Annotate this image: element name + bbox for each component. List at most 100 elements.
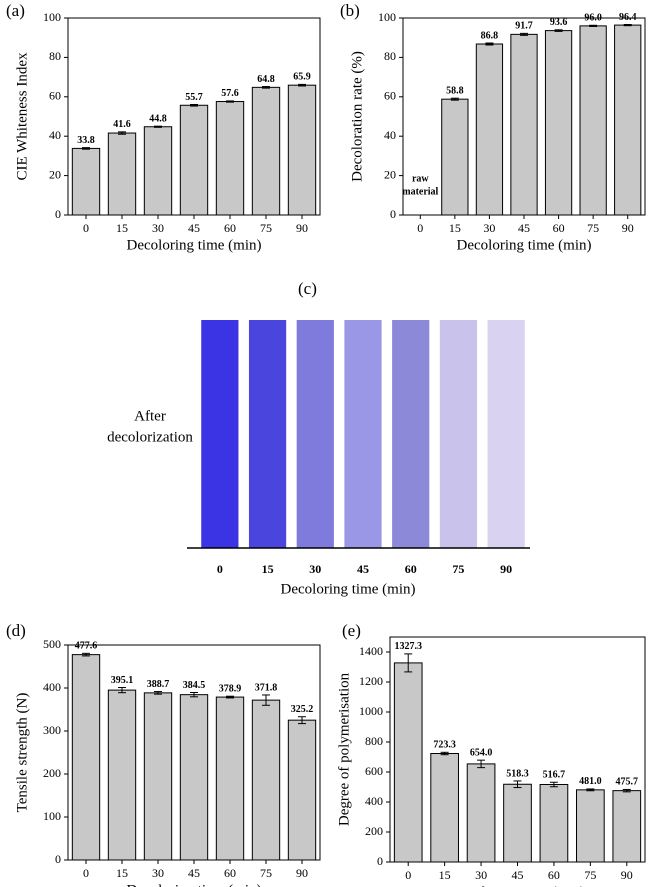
x-tick-label: 90 bbox=[500, 562, 512, 576]
value-label: 55.7 bbox=[185, 92, 203, 103]
x-tick-label: 60 bbox=[553, 221, 565, 235]
value-label: 371.8 bbox=[255, 682, 278, 693]
x-tick-label: 15 bbox=[116, 866, 128, 880]
y-axis-label: Decoloration rate (%) bbox=[349, 51, 365, 182]
value-label: 86.8 bbox=[481, 30, 499, 41]
y-tick-label: 1000 bbox=[359, 704, 383, 718]
bar bbox=[475, 43, 504, 216]
y-tick-label: 0 bbox=[55, 852, 61, 866]
x-tick-label: 75 bbox=[584, 868, 596, 882]
y-tick-label: 60 bbox=[384, 89, 396, 103]
fabric-swatch bbox=[201, 320, 239, 548]
value-label: 723.3 bbox=[433, 740, 456, 751]
value-label: 96.4 bbox=[619, 12, 637, 23]
x-tick-label: 90 bbox=[621, 868, 633, 882]
x-tick-label: 0 bbox=[405, 868, 411, 882]
x-tick-label: 90 bbox=[622, 221, 634, 235]
y-tick-label: 200 bbox=[43, 766, 61, 780]
bar bbox=[71, 654, 101, 861]
bar bbox=[503, 783, 532, 863]
x-tick-label: 30 bbox=[152, 221, 164, 235]
panel-title: (b) bbox=[340, 1, 360, 20]
fabric-swatch bbox=[392, 320, 430, 548]
y-tick-label: 80 bbox=[49, 49, 61, 63]
y-tick-label: 500 bbox=[43, 637, 61, 651]
value-label: 477.6 bbox=[75, 641, 98, 652]
y-tick-label: 400 bbox=[365, 794, 383, 808]
y-tick-label: 0 bbox=[390, 207, 396, 221]
y-axis-label: CIE Whiteness Index bbox=[14, 52, 30, 181]
bar bbox=[441, 98, 469, 216]
bar bbox=[430, 753, 459, 863]
y-tick-label: 100 bbox=[378, 10, 396, 24]
value-label: 96.0 bbox=[584, 13, 602, 24]
x-tick-label: 15 bbox=[262, 562, 274, 576]
x-tick-label: 30 bbox=[483, 221, 495, 235]
y-tick-label: 100 bbox=[43, 10, 61, 24]
fabric-swatch bbox=[344, 320, 382, 548]
bar bbox=[612, 790, 642, 863]
row-label: decolorization bbox=[107, 429, 193, 445]
x-axis-label: Decoloring time (min) bbox=[127, 882, 262, 887]
x-tick-label: 60 bbox=[405, 562, 417, 576]
bar bbox=[466, 763, 496, 863]
value-label: 654.0 bbox=[470, 747, 493, 758]
y-tick-label: 20 bbox=[384, 167, 396, 181]
row-label: After bbox=[134, 408, 166, 424]
x-axis-label: Decoloring time (min) bbox=[127, 237, 262, 253]
y-tick-label: 100 bbox=[43, 809, 61, 823]
x-tick-label: 60 bbox=[548, 868, 560, 882]
y-tick-label: 40 bbox=[49, 128, 61, 142]
y-tick-label: 600 bbox=[365, 764, 383, 778]
value-label: 58.8 bbox=[446, 85, 464, 96]
bar bbox=[107, 689, 137, 861]
value-label: 518.3 bbox=[506, 768, 529, 779]
x-axis-label: Decoloring time (min) bbox=[450, 884, 585, 887]
x-tick-label: 30 bbox=[309, 562, 321, 576]
x-tick-label: 15 bbox=[116, 221, 128, 235]
value-label: 475.7 bbox=[616, 777, 639, 788]
x-tick-label: 75 bbox=[452, 562, 464, 576]
annotation: raw bbox=[412, 173, 429, 184]
x-tick-label: 0 bbox=[217, 562, 223, 576]
y-tick-label: 40 bbox=[384, 128, 396, 142]
x-tick-label: 75 bbox=[260, 221, 272, 235]
bar bbox=[251, 86, 281, 216]
x-tick-label: 45 bbox=[518, 221, 530, 235]
bar bbox=[614, 24, 642, 216]
value-label: 41.6 bbox=[113, 119, 131, 130]
x-tick-label: 0 bbox=[417, 221, 423, 235]
bar bbox=[544, 30, 573, 216]
x-tick-label: 15 bbox=[439, 868, 451, 882]
bar bbox=[510, 33, 538, 216]
bar bbox=[107, 132, 137, 216]
value-label: 378.9 bbox=[219, 684, 242, 695]
y-tick-label: 300 bbox=[43, 723, 61, 737]
x-tick-label: 0 bbox=[83, 221, 89, 235]
x-tick-label: 90 bbox=[296, 221, 308, 235]
fabric-swatch bbox=[296, 320, 334, 548]
x-tick-label: 75 bbox=[587, 221, 599, 235]
x-axis-label: Decoloring time (min) bbox=[457, 237, 592, 253]
x-tick-label: 75 bbox=[260, 866, 272, 880]
bar bbox=[251, 699, 281, 861]
bar bbox=[393, 662, 423, 863]
annotation: material bbox=[402, 186, 438, 197]
bar bbox=[539, 783, 569, 863]
value-label: 64.8 bbox=[257, 74, 275, 85]
bar bbox=[579, 25, 607, 216]
x-tick-label: 45 bbox=[357, 562, 369, 576]
y-tick-label: 400 bbox=[43, 680, 61, 694]
fabric-swatch bbox=[487, 320, 525, 548]
bar bbox=[143, 692, 173, 861]
bar bbox=[287, 719, 317, 861]
value-label: 388.7 bbox=[147, 679, 170, 690]
x-tick-label: 30 bbox=[152, 866, 164, 880]
value-label: 91.7 bbox=[515, 21, 533, 32]
x-tick-label: 60 bbox=[224, 221, 236, 235]
x-tick-label: 45 bbox=[512, 868, 524, 882]
x-axis-label: Decoloring time (min) bbox=[281, 581, 416, 597]
y-tick-label: 0 bbox=[377, 854, 383, 868]
value-label: 395.1 bbox=[111, 675, 134, 686]
